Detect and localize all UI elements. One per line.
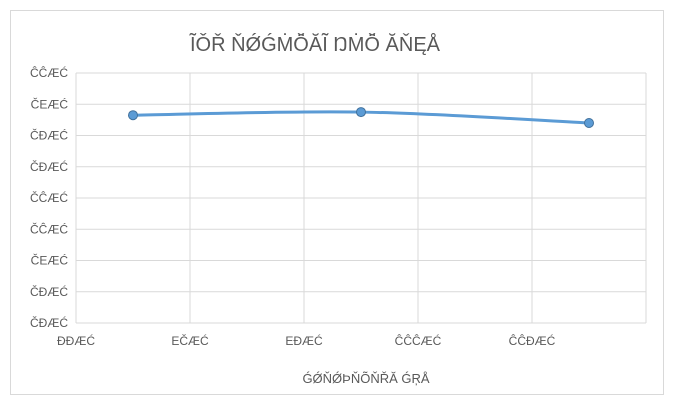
y-tick-label: ČĐÆĆ	[30, 128, 68, 143]
y-tick-label: ČĈÆĆ	[30, 190, 68, 205]
data-point	[356, 107, 366, 118]
x-tick-label: EĐÆĆ	[285, 333, 323, 348]
x-tick-label: ĐĐÆĆ	[57, 333, 95, 348]
y-tick-label: ČĐÆĆ	[30, 159, 68, 174]
x-tick-label: ĈĈĈÆĆ	[395, 333, 442, 348]
y-tick-label: ČĐÆĆ	[30, 315, 68, 330]
y-tick-label: ĈĈÆĆ	[30, 65, 68, 80]
data-point	[128, 110, 138, 121]
y-tick-label: ČEÆĆ	[31, 253, 69, 268]
x-tick-label: EČÆĆ	[171, 333, 209, 348]
y-tick-label: ČĐÆĆ	[30, 284, 68, 299]
x-axis-title: ǴǾŇǾÞŇÕŇŘĂ ǴŖÅ	[302, 371, 429, 386]
series-points	[128, 107, 594, 128]
chart-frame: ĨǑŘ ŇǾǴṀǑ̈ĂĨ ŊṀǑ̈ ĂŇĘÅ ĈĈÆĆ ČEÆĆ ČĐÆĆ ČĐÆĆ Č…	[10, 10, 664, 395]
x-tick-labels: ĐĐÆĆ EČÆĆ EĐÆĆ ĈĈĈÆĆ ĈĈĐÆĆ	[57, 333, 556, 348]
y-tick-label: ČEÆĆ	[31, 96, 69, 111]
line-chart: ĨǑŘ ŇǾǴṀǑ̈ĂĨ ŊṀǑ̈ ĂŇĘÅ ĈĈÆĆ ČEÆĆ ČĐÆĆ ČĐÆĆ Č…	[30, 32, 647, 386]
x-tick-label: ĈĈĐÆĆ	[509, 333, 556, 348]
chart-title: ĨǑŘ ŇǾǴṀǑ̈ĂĨ ŊṀǑ̈ ĂŇĘÅ	[189, 32, 441, 56]
y-tick-label: ČĈÆĆ	[30, 221, 68, 236]
y-tick-labels: ĈĈÆĆ ČEÆĆ ČĐÆĆ ČĐÆĆ ČĈÆĆ ČĈÆĆ ČEÆĆ ČĐÆĆ ČĐÆĆ	[30, 65, 68, 330]
data-point	[584, 118, 594, 128]
